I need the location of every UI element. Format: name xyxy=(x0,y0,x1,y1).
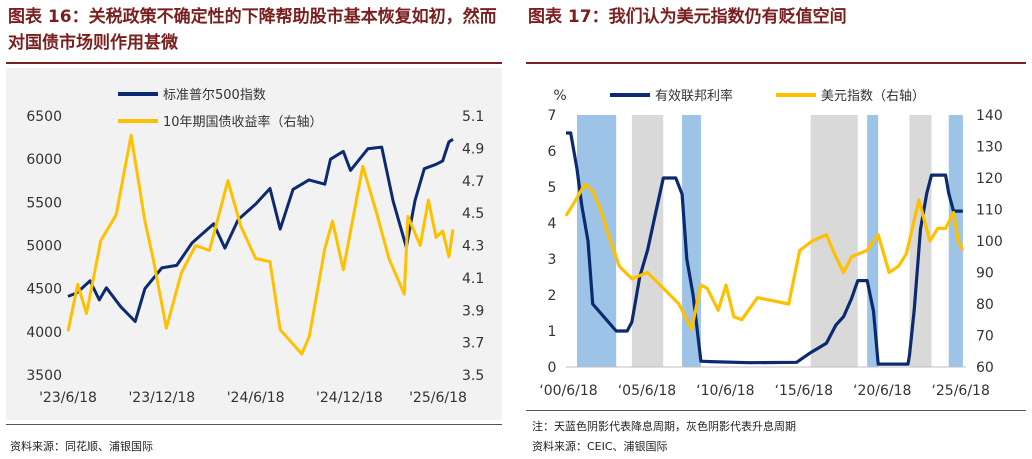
left-title-rule xyxy=(6,62,502,64)
left-ytick-left-0: 6500 xyxy=(26,109,62,125)
right-ytick-right-6: 80 xyxy=(976,297,994,313)
right-shade-hike-1 xyxy=(631,115,664,367)
right-series-line-1 xyxy=(564,182,965,331)
right-ytick-left-0: 7 xyxy=(548,108,557,124)
right-ytick-right-4: 100 xyxy=(976,234,1003,250)
left-title-text: 关税政策不确定性的下降帮助股市基本恢复如初，然而对国债市场则作用甚微 xyxy=(8,7,497,53)
left-xtick-4: '25/6/18 xyxy=(409,390,467,406)
right-series-line-0 xyxy=(566,131,963,366)
right-source: 资料来源：CEIC、浦银国际 xyxy=(532,440,668,453)
right-ytick-right-1: 130 xyxy=(976,140,1003,156)
left-series-line-0 xyxy=(67,138,454,323)
right-y-unit: % xyxy=(553,88,566,104)
left-ytick-right-4: 4.3 xyxy=(462,239,484,255)
left-ytick-right-3: 4.5 xyxy=(462,206,484,222)
left-ytick-right-1: 4.9 xyxy=(462,141,484,157)
right-note: 注：天蓝色阴影代表降息周期，灰色阴影代表升息周期 xyxy=(532,420,796,433)
right-figure-title: 图表 17：我们认为美元指数仍有贬值空间 xyxy=(528,7,847,27)
right-ytick-left-7: 0 xyxy=(548,360,557,376)
right-xtick-3: ‘15/6/18 xyxy=(775,383,833,399)
right-title-number: 17 xyxy=(567,7,592,27)
right-title-label: 图表 xyxy=(528,7,562,27)
left-ytick-right-8: 3.5 xyxy=(462,368,484,384)
right-ytick-left-2: 5 xyxy=(548,180,557,196)
left-title-number: 16 xyxy=(47,7,72,27)
right-ytick-right-7: 70 xyxy=(976,329,994,345)
left-title-label: 图表 xyxy=(8,7,42,27)
left-ytick-right-2: 4.7 xyxy=(462,174,484,190)
right-legend-1-label: 美元指数（右轴） xyxy=(821,89,925,104)
right-ytick-right-0: 140 xyxy=(976,108,1003,124)
right-xtick-2: ‘10/6/18 xyxy=(696,383,754,399)
right-ytick-right-5: 90 xyxy=(976,266,994,282)
left-ytick-right-6: 3.9 xyxy=(462,303,484,319)
left-ytick-left-2: 5500 xyxy=(26,195,62,211)
right-ytick-right-8: 60 xyxy=(976,360,994,376)
left-ytick-right-5: 4.1 xyxy=(462,271,484,287)
left-legend-1-label: 10年期国债收益率（右轴） xyxy=(163,114,323,130)
left-ytick-right-7: 3.7 xyxy=(462,336,484,352)
right-xtick-1: ‘05/6/18 xyxy=(618,383,676,399)
right-xtick-0: ‘00/6/18 xyxy=(539,383,597,399)
left-xtick-1: '23/12/18 xyxy=(128,390,195,406)
right-title-text: 我们认为美元指数仍有贬值空间 xyxy=(608,7,847,27)
right-legend-0-label: 有效联邦利率 xyxy=(655,88,733,104)
left-legend-0-label: 标准普尔500指数 xyxy=(163,88,266,103)
right-ytick-left-5: 2 xyxy=(548,288,557,304)
right-ytick-right-3: 110 xyxy=(976,203,1003,219)
left-ytick-left-4: 4500 xyxy=(26,282,62,298)
left-bottom-rule xyxy=(6,424,502,425)
left-ytick-left-3: 5000 xyxy=(26,239,62,255)
right-ytick-left-3: 4 xyxy=(548,216,557,232)
left-source: 资料来源：同花顺、浦银国际 xyxy=(10,440,153,453)
left-xtick-2: '24/6/18 xyxy=(227,390,285,406)
left-ytick-left-5: 4000 xyxy=(26,325,62,341)
right-chart: % 7 6 5 4 3 2 1 0 140 130 120 110 100 90 80 70 60 ‘00/6/18… xyxy=(539,88,1003,399)
left-ytick-left-1: 6000 xyxy=(26,152,62,168)
left-ytick-left-6: 3500 xyxy=(26,368,62,384)
right-ytick-left-1: 6 xyxy=(548,144,557,160)
left-ytick-right-0: 5.1 xyxy=(462,109,484,125)
left-series-line-1 xyxy=(66,133,455,356)
right-shade-cut-6 xyxy=(948,115,963,367)
left-xtick-3: '24/12/18 xyxy=(316,390,383,406)
left-figure-title: 图表 16：关税政策不确定性的下降帮助股市基本恢复如初，然而对国债市场则作用甚微 xyxy=(8,7,497,53)
left-chart: 6500 6000 5500 5000 4500 4000 3500 5.1 4.9 4.7 4.5… xyxy=(26,88,484,406)
right-ytick-right-2: 120 xyxy=(976,171,1003,187)
right-ytick-left-6: 1 xyxy=(548,324,557,340)
right-title-rule xyxy=(526,62,1026,64)
left-xtick-0: '23/6/18 xyxy=(39,390,97,406)
right-ytick-left-4: 3 xyxy=(548,252,557,268)
right-xtick-4: ‘20/6/18 xyxy=(853,383,911,399)
right-bottom-rule xyxy=(526,410,1026,411)
right-xtick-5: ‘25/6/18 xyxy=(931,383,989,399)
